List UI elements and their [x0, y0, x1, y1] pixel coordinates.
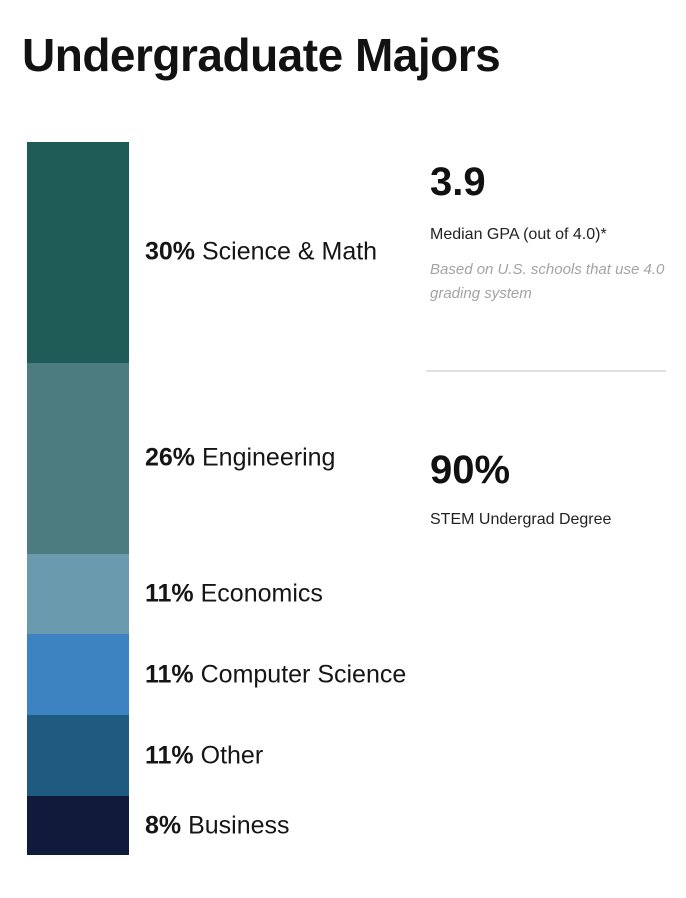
stats-divider — [426, 370, 666, 372]
stem-degree-label: STEM Undergrad Degree — [430, 511, 612, 528]
median-gpa-label: Median GPA (out of 4.0)* — [430, 226, 607, 243]
segment-value: 11% — [145, 579, 194, 608]
segment-value: 11% — [145, 660, 194, 689]
segment-category: Engineering — [195, 443, 336, 472]
stem-degree-value: 90% — [430, 448, 511, 492]
bar-segment-computer-science — [27, 634, 129, 716]
bar-segment-economics — [27, 553, 129, 635]
segment-label: 26% Engineering — [145, 444, 335, 473]
bar-segment-engineering — [27, 362, 129, 554]
segment-label: 11% Other — [145, 741, 263, 770]
segment-value: 8% — [145, 811, 182, 840]
segment-value: 11% — [145, 741, 194, 770]
segment-label: 11% Economics — [145, 580, 323, 609]
segment-category: Business — [181, 811, 290, 840]
stacked-bar — [27, 142, 129, 855]
median-gpa-value: 3.9 — [430, 160, 486, 204]
gpa-footnote: Based on U.S. schools that use 4.0 gradi… — [430, 261, 665, 302]
bar-segment-business — [27, 796, 129, 855]
bar-segment-science-math — [27, 142, 129, 363]
segment-label: 11% Computer Science — [145, 660, 406, 689]
segment-value: 26% — [145, 443, 196, 472]
segment-category: Economics — [193, 579, 323, 608]
page-title: Undergraduate Majors — [22, 29, 501, 81]
segment-category: Science & Math — [195, 237, 378, 266]
segment-category: Other — [193, 741, 264, 770]
segment-label: 8% Business — [145, 811, 290, 840]
bar-segment-other — [27, 715, 129, 797]
segment-label: 30% Science & Math — [145, 238, 377, 267]
segment-category: Computer Science — [193, 660, 407, 689]
segment-value: 30% — [145, 237, 196, 266]
